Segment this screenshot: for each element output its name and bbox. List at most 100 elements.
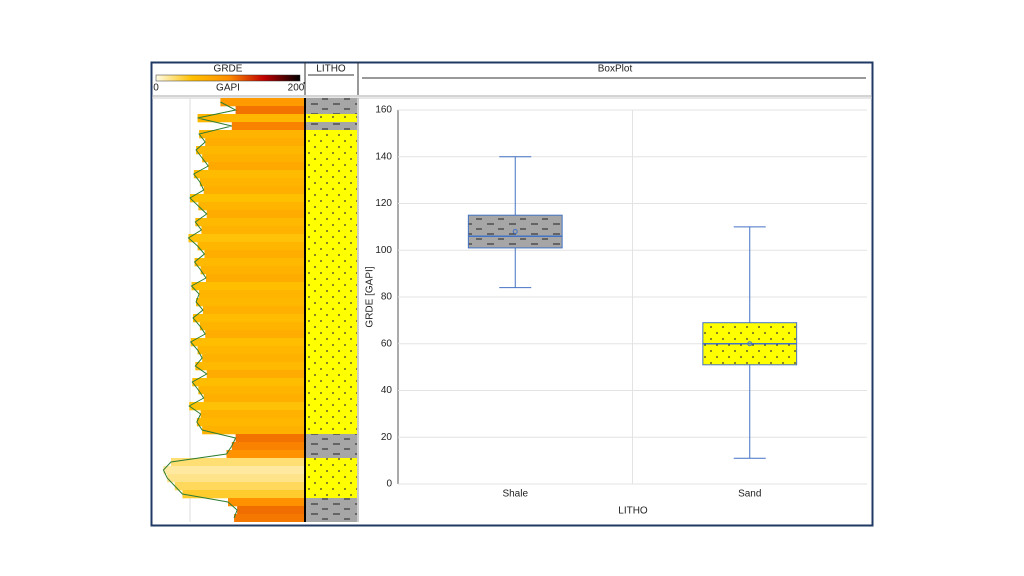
litho-interval [306,458,357,467]
gr-fill [206,210,304,219]
track-title: BoxPlot [598,64,633,75]
litho-interval [306,426,357,435]
gr-fill [235,106,304,115]
gr-fill [167,474,304,483]
gr-fill [200,410,304,419]
litho-interval [306,106,357,115]
gr-fill [192,378,304,387]
litho-interval [306,514,357,522]
gr-fill [202,426,304,435]
scale-tick-label: 200 [288,83,305,94]
track-title: LITHO [316,64,346,75]
x-axis-title: LITHO [618,506,648,517]
gr-fill [198,386,304,395]
litho-interval [306,338,357,347]
litho-interval [306,394,357,403]
litho-interval [306,114,357,123]
litho-interval [306,362,357,371]
litho-interval [306,506,357,515]
y-axis-title: GRDE [GAPI] [365,266,376,327]
litho-interval [306,170,357,179]
gr-fill [188,234,304,243]
litho-interval [306,122,357,131]
litho-interval [306,442,357,451]
litho-interval [306,314,357,323]
y-tick-label: 40 [381,385,393,396]
litho-interval [306,322,357,331]
log-track [162,98,357,522]
gr-fill [163,466,304,475]
litho-interval [306,266,357,275]
litho-interval [306,306,357,315]
litho-interval [306,234,357,243]
y-tick-label: 120 [375,198,392,209]
litho-interval [306,418,357,427]
gr-fill [197,114,304,123]
litho-interval [306,434,357,443]
y-tick-label: 80 [381,292,393,303]
gr-fill [220,98,304,107]
gr-fill [196,146,304,155]
gr-fill [202,306,304,315]
litho-interval [306,250,357,259]
gr-fill [203,394,304,403]
gr-fill [189,402,304,411]
y-tick-label: 140 [375,151,392,162]
y-tick-label: 20 [381,432,393,443]
gr-fill [193,314,304,323]
litho-interval [306,146,357,155]
gr-fill [237,506,304,515]
litho-interval [306,154,357,163]
gr-fill [235,434,304,443]
y-tick-label: 100 [375,245,392,256]
gr-fill [174,482,304,491]
litho-interval [306,410,357,419]
litho-interval [306,138,357,147]
gr-fill [231,122,304,131]
gr-fill [190,338,304,347]
litho-interval [306,186,357,195]
gr-fill [199,322,304,331]
gr-fill [190,194,304,203]
mean-marker [512,229,518,235]
litho-interval [306,370,357,379]
gr-fill [204,250,304,259]
litho-interval [306,130,357,139]
unit-label: GAPI [216,83,240,94]
gr-fill [234,514,304,522]
gr-fill [196,298,304,307]
gr-fill [191,282,304,291]
litho-interval [306,386,357,395]
gr-fill [202,354,304,363]
x-tick-label: Shale [502,489,528,500]
track-title: GRDE [214,64,243,75]
litho-interval [306,274,357,283]
litho-interval [306,450,357,459]
y-tick-label: 160 [375,105,392,116]
litho-interval [306,298,357,307]
gr-fill [206,370,304,379]
litho-interval [306,282,357,291]
litho-interval [306,242,357,251]
litho-interval [306,474,357,483]
gr-fill [171,458,304,467]
box [467,214,563,249]
litho-interval [306,482,357,491]
gr-fill [208,162,304,171]
litho-interval [306,178,357,187]
litho-interval [306,226,357,235]
litho-interval [306,402,357,411]
litho-interval [306,258,357,267]
y-tick-label: 0 [386,479,392,490]
gr-fill [205,274,304,283]
gr-fill [195,362,304,371]
gr-fill [228,498,304,507]
litho-interval [306,354,357,363]
x-tick-label: Sand [738,489,761,500]
gr-fill [199,130,304,139]
gr-fill [200,266,304,275]
litho-interval [306,162,357,171]
gr-fill [195,218,304,227]
gr-fill [205,330,304,339]
